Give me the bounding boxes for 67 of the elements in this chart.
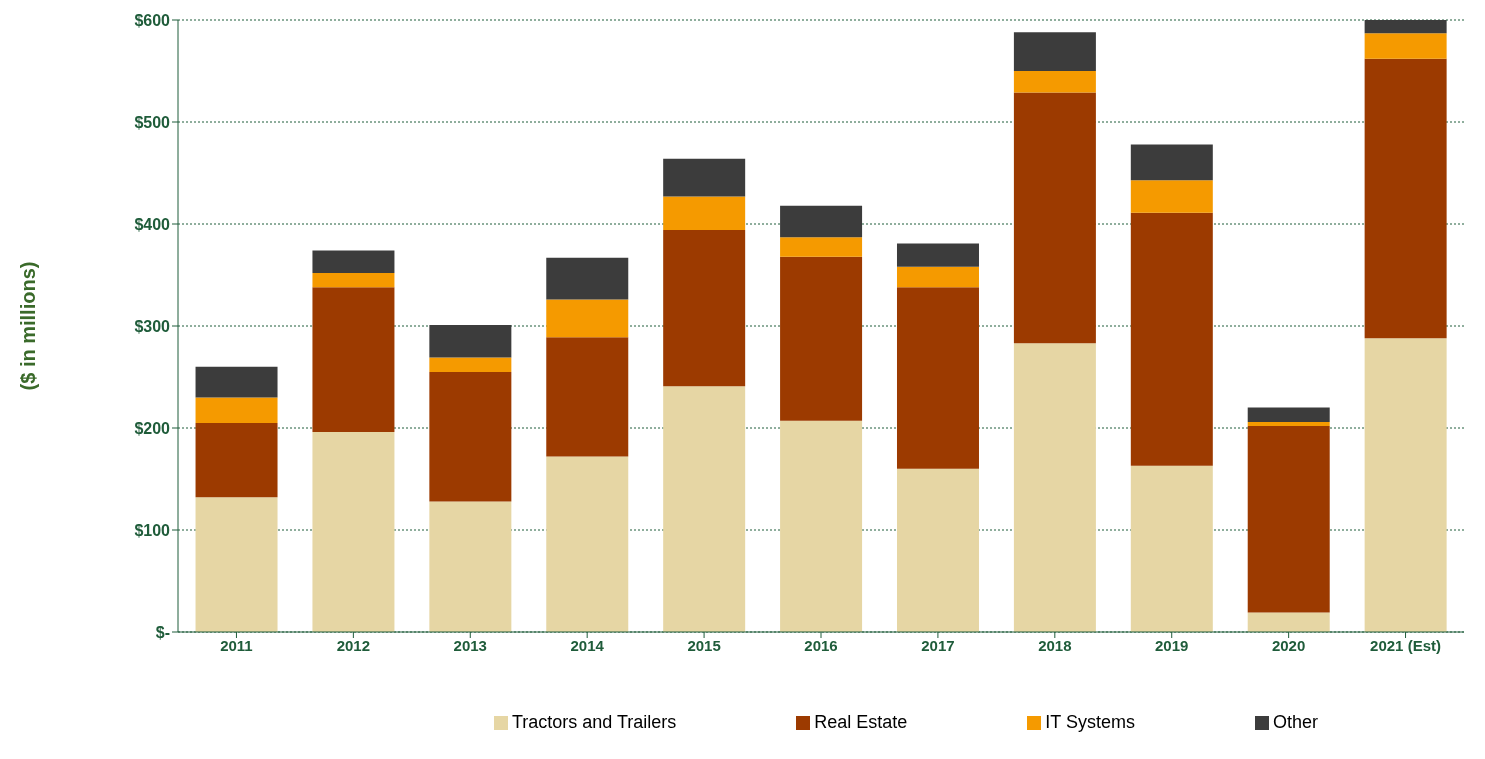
bar <box>546 299 629 338</box>
bar <box>780 256 863 421</box>
x-tick-label: 2019 <box>1155 636 1189 654</box>
bar <box>1130 465 1213 632</box>
y-tick-label: $400 <box>134 215 171 233</box>
bar <box>429 371 512 502</box>
bar <box>429 357 512 372</box>
x-tick-label: 2018 <box>1038 636 1072 654</box>
bar <box>1130 180 1213 213</box>
bar <box>896 266 979 288</box>
bar <box>780 420 863 632</box>
x-tick-label: 2021 (Est) <box>1370 636 1441 654</box>
x-tick-label: 2014 <box>570 636 605 654</box>
x-tick-label: 2020 <box>1271 636 1306 654</box>
bar <box>195 366 278 398</box>
bar <box>195 422 278 498</box>
bar <box>896 243 979 267</box>
bar <box>1247 421 1330 426</box>
bar <box>1013 71 1096 93</box>
bar <box>546 257 629 300</box>
y-tick-label: $- <box>155 623 170 641</box>
bar <box>896 287 979 469</box>
legend-label: IT Systems <box>1045 712 1136 732</box>
y-tick-label: $200 <box>134 419 171 437</box>
bar <box>663 158 746 197</box>
bar <box>195 397 278 423</box>
bar <box>546 456 629 632</box>
x-tick-label: 2013 <box>453 636 487 654</box>
bar <box>1130 144 1213 181</box>
bar <box>1364 33 1447 59</box>
bar <box>195 497 278 632</box>
y-tick-label: $300 <box>134 317 171 335</box>
bar <box>312 287 395 433</box>
bar <box>312 250 395 273</box>
legend-label: Tractors and Trailers <box>511 712 677 732</box>
legend-label: Real Estate <box>814 712 908 732</box>
bar <box>1364 338 1447 632</box>
bar <box>896 468 979 632</box>
x-tick-label: 2015 <box>687 636 721 654</box>
bar <box>1130 212 1213 466</box>
bar <box>1013 343 1096 632</box>
y-tick-label: $100 <box>134 521 171 539</box>
bar <box>429 324 512 358</box>
bar <box>1247 425 1330 613</box>
bar <box>312 272 395 288</box>
bar <box>663 230 746 387</box>
x-tick-label: 2017 <box>921 636 955 654</box>
bar <box>1013 92 1096 344</box>
bar <box>546 337 629 457</box>
bar <box>1013 32 1096 71</box>
legend-label: Other <box>1273 712 1319 732</box>
bar <box>312 432 395 632</box>
bar <box>429 501 512 632</box>
x-tick-label: 2012 <box>336 636 371 654</box>
x-tick-label: 2016 <box>804 636 838 654</box>
bar <box>663 196 746 231</box>
bar <box>780 237 863 257</box>
y-axis-title: ($ in millions) <box>17 261 40 391</box>
bar <box>1364 58 1447 339</box>
y-tick-label: $600 <box>134 11 171 29</box>
bar <box>1247 612 1330 632</box>
x-tick-label: 2011 <box>220 636 253 654</box>
bar <box>1364 20 1447 34</box>
bar <box>780 205 863 238</box>
bar <box>663 386 746 632</box>
y-tick-label: $500 <box>134 113 171 131</box>
bar <box>1247 407 1330 422</box>
